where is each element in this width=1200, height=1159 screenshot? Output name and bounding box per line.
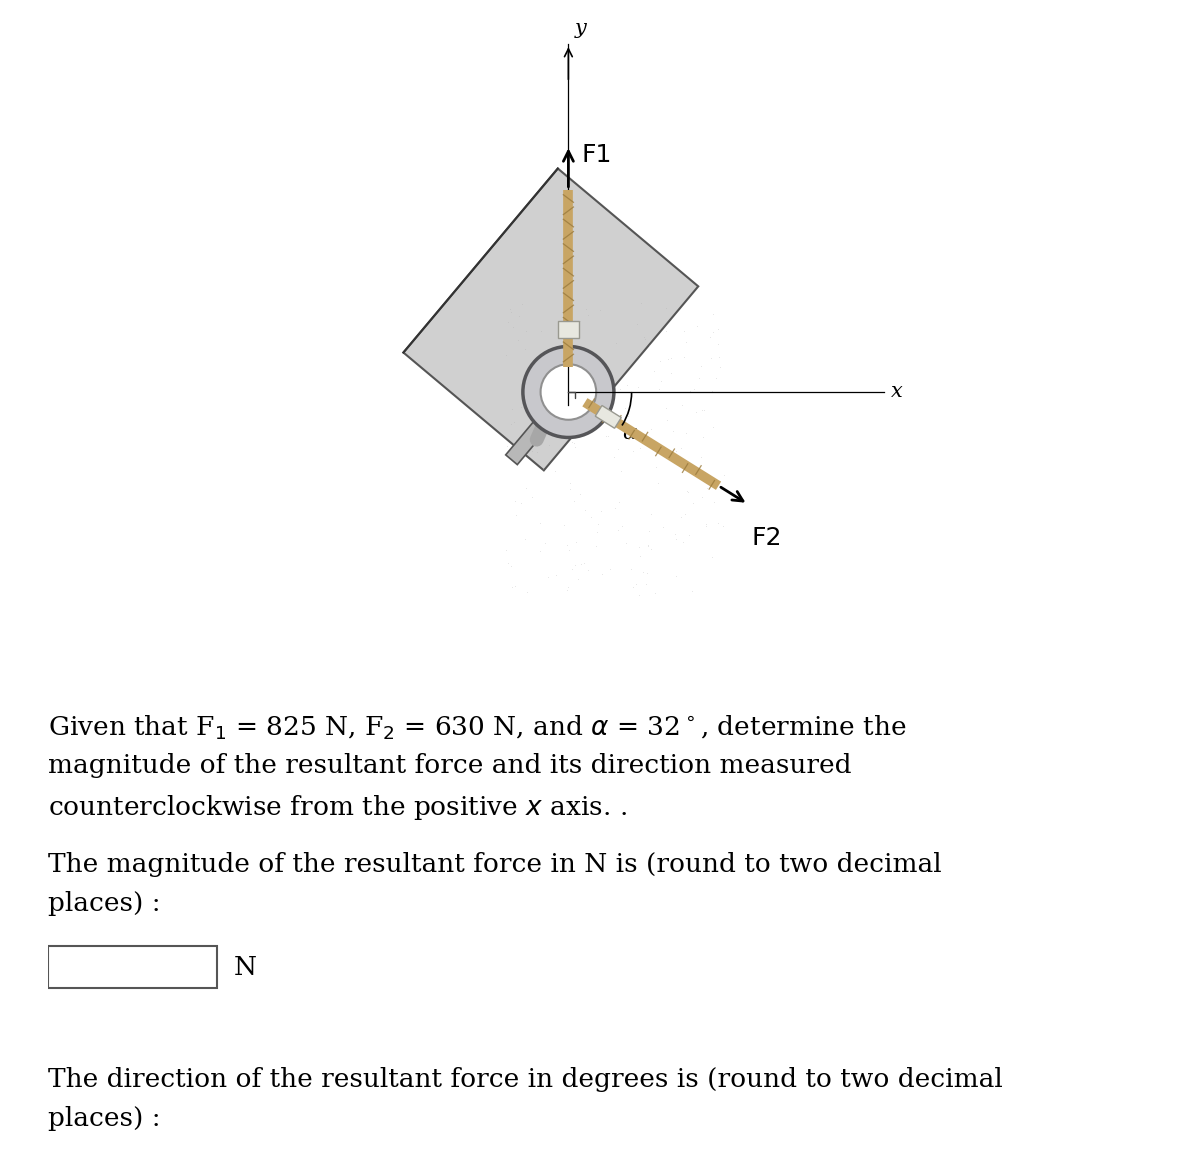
Text: Given that F$_1$ = 825 N, F$_2$ = 630 N, and $\alpha$ = 32$^\circ$, determine th: Given that F$_1$ = 825 N, F$_2$ = 630 N,… (48, 714, 906, 743)
FancyBboxPatch shape (48, 947, 217, 989)
Polygon shape (505, 407, 558, 465)
Polygon shape (595, 406, 622, 429)
Text: N: N (234, 955, 257, 979)
Text: F1: F1 (581, 143, 612, 167)
Text: places) :: places) : (48, 891, 161, 917)
Text: x: x (890, 382, 902, 401)
Text: magnitude of the resultant force and its direction measured: magnitude of the resultant force and its… (48, 753, 852, 779)
Circle shape (540, 364, 596, 420)
Text: counterclockwise from the positive $x$ axis. .: counterclockwise from the positive $x$ a… (48, 793, 626, 822)
Polygon shape (403, 168, 698, 471)
Text: F2: F2 (751, 526, 781, 551)
Circle shape (523, 347, 614, 437)
Text: The magnitude of the resultant force in N is (round to two decimal: The magnitude of the resultant force in … (48, 852, 942, 877)
Text: y: y (575, 19, 587, 38)
Text: The direction of the resultant force in degrees is (round to two decimal: The direction of the resultant force in … (48, 1067, 1003, 1092)
Text: places) :: places) : (48, 1107, 161, 1131)
Bar (558, 321, 578, 338)
Text: α: α (622, 423, 636, 443)
